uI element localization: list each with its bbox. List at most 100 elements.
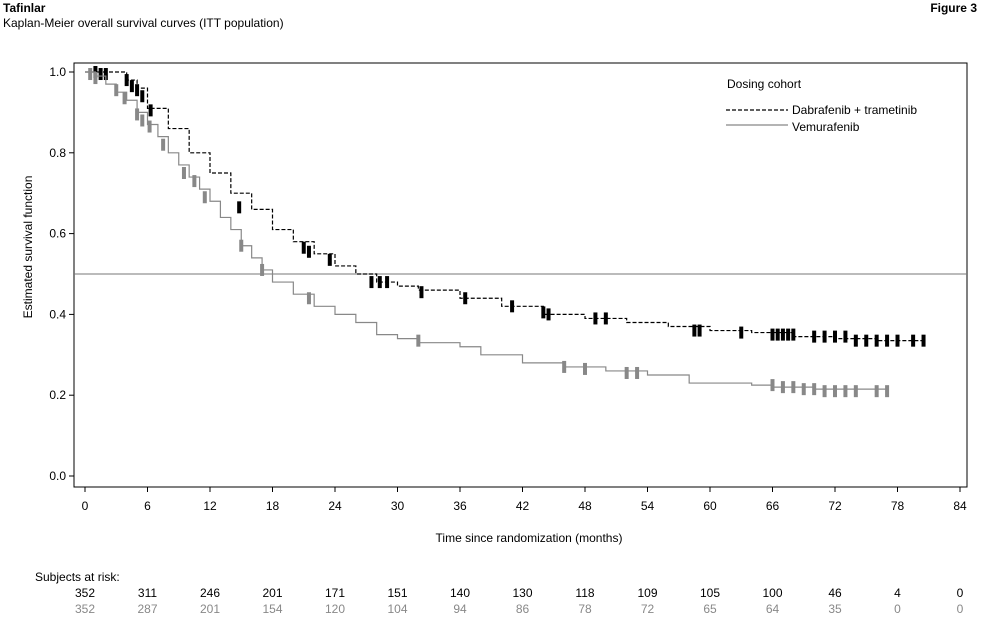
y-tick-label: 1.0 bbox=[49, 65, 66, 79]
risk-count: 154 bbox=[262, 602, 282, 616]
censor-mark-dabrafenib bbox=[301, 241, 306, 254]
censor-mark-dabrafenib bbox=[697, 324, 702, 337]
x-tick-label: 78 bbox=[891, 499, 905, 513]
censor-mark-dabrafenib bbox=[237, 201, 242, 214]
censor-mark-dabrafenib bbox=[786, 328, 791, 341]
censor-mark-vemurafenib bbox=[791, 381, 796, 394]
legend-title: Dosing cohort bbox=[727, 77, 802, 91]
series-layer bbox=[85, 66, 926, 398]
risk-count: 201 bbox=[200, 602, 220, 616]
censor-mark-dabrafenib bbox=[103, 68, 108, 81]
chart-subtitle: Kaplan-Meier overall survival curves (IT… bbox=[3, 16, 284, 30]
x-tick-label: 42 bbox=[516, 499, 530, 513]
risk-count: 352 bbox=[75, 586, 95, 600]
risk-count: 352 bbox=[75, 602, 95, 616]
drug-name: Tafinlar bbox=[3, 1, 46, 15]
risk-count: 0 bbox=[894, 602, 901, 616]
x-tick-label: 18 bbox=[266, 499, 280, 513]
censor-mark-vemurafenib bbox=[161, 138, 166, 151]
censor-mark-dabrafenib bbox=[593, 312, 598, 325]
x-tick-label: 0 bbox=[82, 499, 89, 513]
risk-count: 105 bbox=[700, 586, 720, 600]
risk-count: 104 bbox=[387, 602, 407, 616]
censor-mark-dabrafenib bbox=[895, 334, 900, 347]
risk-count: 72 bbox=[641, 602, 655, 616]
censor-mark-vemurafenib bbox=[885, 385, 890, 398]
legend: Dosing cohort Dabrafenib + trametinib Ve… bbox=[726, 77, 917, 134]
y-tick-label: 0.8 bbox=[49, 146, 66, 160]
censor-mark-dabrafenib bbox=[775, 328, 780, 341]
censor-mark-vemurafenib bbox=[147, 120, 152, 133]
censor-mark-dabrafenib bbox=[603, 312, 608, 325]
censor-mark-vemurafenib bbox=[416, 334, 421, 347]
censor-mark-vemurafenib bbox=[202, 191, 207, 204]
censor-mark-vemurafenib bbox=[239, 239, 244, 252]
censor-mark-dabrafenib bbox=[510, 300, 515, 313]
risk-count: 0 bbox=[957, 586, 964, 600]
censor-mark-vemurafenib bbox=[583, 362, 587, 375]
x-tick-label: 48 bbox=[578, 499, 592, 513]
censor-mark-dabrafenib bbox=[911, 334, 916, 347]
chart-header: Tafinlar Kaplan-Meier overall survival c… bbox=[3, 1, 284, 31]
y-tick-label: 0.2 bbox=[49, 388, 66, 402]
risk-count: 64 bbox=[766, 602, 780, 616]
censor-mark-dabrafenib bbox=[98, 68, 103, 81]
censor-mark-vemurafenib bbox=[624, 366, 629, 379]
censor-mark-vemurafenib bbox=[562, 360, 567, 373]
risk-count: 140 bbox=[450, 586, 470, 600]
x-tick-label: 30 bbox=[391, 499, 405, 513]
censor-mark-dabrafenib bbox=[463, 292, 468, 305]
censor-mark-dabrafenib bbox=[780, 328, 785, 341]
y-axis: 0.0 0.2 0.4 0.6 0.8 1.0 bbox=[49, 65, 74, 483]
risk-count: 246 bbox=[200, 586, 220, 600]
censor-mark-vemurafenib bbox=[181, 167, 186, 179]
risk-count: 46 bbox=[828, 586, 842, 600]
series-line-vemurafenib bbox=[85, 71, 888, 392]
censor-mark-dabrafenib bbox=[864, 334, 869, 347]
plot-frame bbox=[73, 62, 968, 488]
risk-count: 109 bbox=[637, 586, 657, 600]
censor-mark-dabrafenib bbox=[129, 80, 134, 93]
x-tick-label: 84 bbox=[953, 499, 967, 513]
risk-table: 352 311 246 201 171 151 140 130 118 109 105 100 46 4 0… bbox=[75, 586, 964, 616]
y-tick-label: 0.4 bbox=[49, 307, 66, 321]
censor-mark-dabrafenib bbox=[546, 308, 551, 321]
censor-mark-dabrafenib bbox=[692, 324, 697, 337]
risk-count: 201 bbox=[262, 586, 282, 600]
censor-mark-vemurafenib bbox=[801, 383, 806, 396]
legend-label-dabrafenib: Dabrafenib + trametinib bbox=[792, 103, 917, 117]
censor-mark-dabrafenib bbox=[833, 330, 837, 343]
x-tick-label: 6 bbox=[144, 499, 151, 513]
censor-mark-vemurafenib bbox=[122, 92, 127, 105]
censor-mark-dabrafenib bbox=[140, 90, 145, 103]
censor-mark-dabrafenib bbox=[369, 276, 374, 289]
censor-mark-vemurafenib bbox=[192, 175, 197, 188]
y-tick-label: 0.0 bbox=[49, 469, 66, 483]
risk-count: 35 bbox=[828, 602, 842, 616]
censor-mark-vemurafenib bbox=[93, 72, 98, 85]
censor-mark-dabrafenib bbox=[306, 245, 311, 258]
x-tick-label: 24 bbox=[328, 499, 342, 513]
risk-count: 151 bbox=[387, 586, 407, 600]
series-line-dabrafenib bbox=[85, 71, 924, 342]
censor-mark-vemurafenib bbox=[260, 263, 265, 276]
censor-mark-dabrafenib bbox=[921, 334, 926, 347]
x-axis-label: Time since randomization (months) bbox=[436, 531, 623, 545]
censor-mark-vemurafenib bbox=[843, 385, 848, 398]
figure-label: Figure 3 bbox=[930, 1, 977, 15]
censor-mark-dabrafenib bbox=[124, 74, 129, 87]
censor-mark-vemurafenib bbox=[635, 366, 640, 379]
censor-mark-dabrafenib bbox=[843, 330, 848, 343]
x-axis: 0 6 12 18 24 30 36 42 48 54 60 66 72 78 84 bbox=[82, 487, 967, 513]
x-tick-label: 54 bbox=[641, 499, 655, 513]
censor-mark-vemurafenib bbox=[306, 292, 311, 305]
risk-count: 78 bbox=[578, 602, 592, 616]
risk-count: 94 bbox=[453, 602, 467, 616]
censor-mark-vemurafenib bbox=[88, 68, 93, 81]
risk-count: 86 bbox=[516, 602, 530, 616]
x-tick-label: 66 bbox=[766, 499, 780, 513]
censor-mark-dabrafenib bbox=[327, 253, 332, 266]
censor-mark-dabrafenib bbox=[770, 328, 775, 341]
x-tick-label: 12 bbox=[203, 499, 217, 513]
